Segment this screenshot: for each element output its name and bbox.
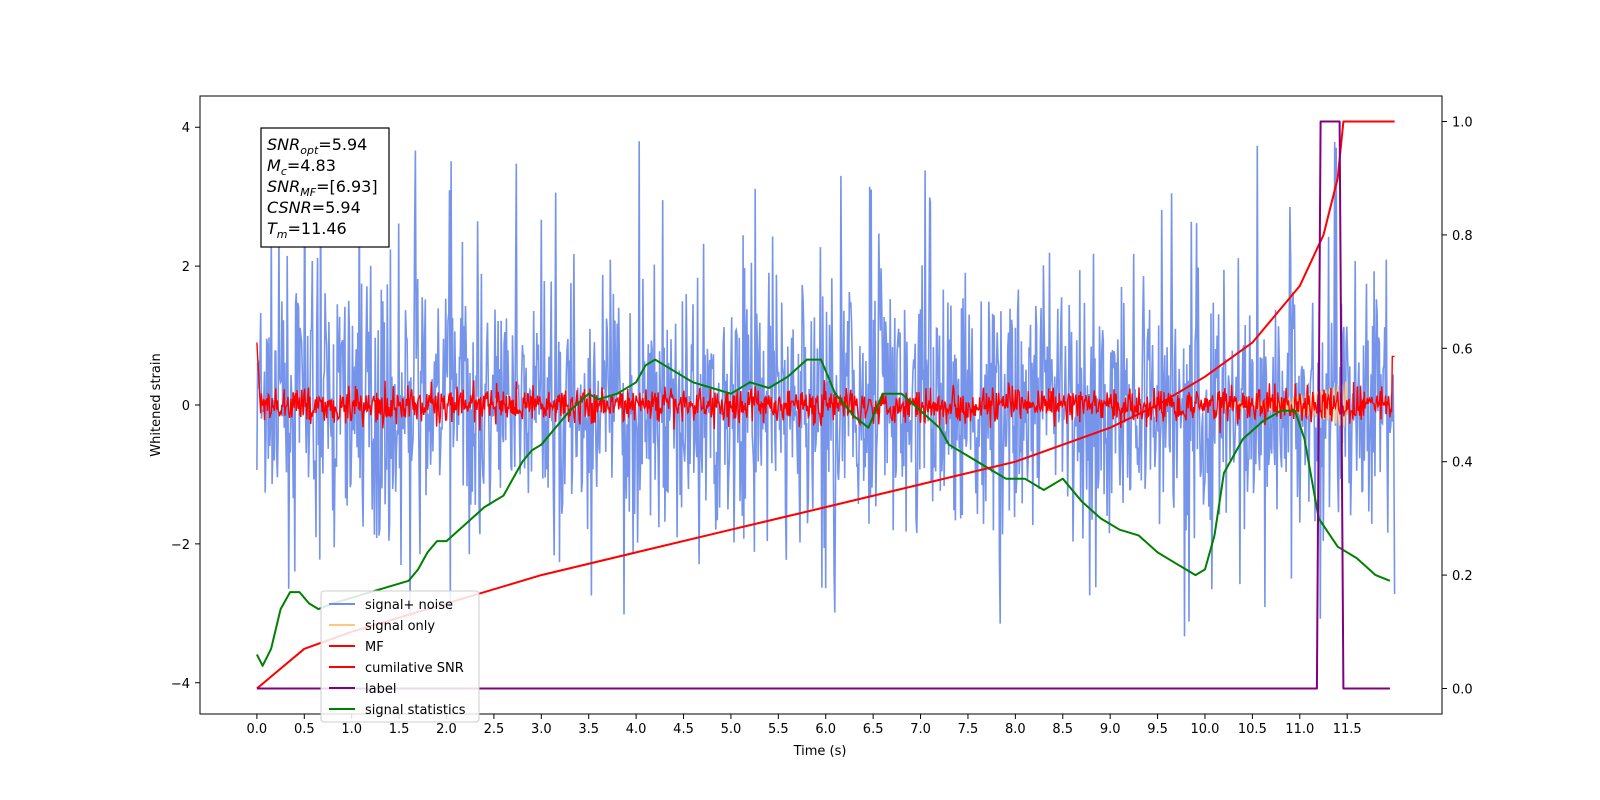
- x-tick-label: 1.5: [389, 722, 410, 737]
- axes-layer: 0.0 0.5 1.0 1.5 2.0 2.5 3.0 3.5 4.0 4.5 5.0 5.5 6.0 6…: [171, 116, 1473, 737]
- x-tick-label: 7.5: [958, 722, 979, 737]
- y2-tick-label: 1.0: [1452, 116, 1473, 131]
- x-tick-label: 5.5: [768, 722, 789, 737]
- series-signal-noise: [256, 141, 1396, 637]
- x-tick-label: 11.0: [1285, 722, 1314, 737]
- legend-label: signal statistics: [365, 703, 466, 718]
- x-tick-label: 3.0: [531, 722, 552, 737]
- y-tick-label: 2: [182, 260, 190, 275]
- y-tick-label: 0: [182, 399, 190, 414]
- y2-tick-label: 0.6: [1452, 342, 1473, 357]
- y-tick-label: −4: [171, 677, 190, 692]
- x-tick-label: 0.5: [294, 722, 315, 737]
- x-tick-label: 3.5: [578, 722, 599, 737]
- legend-label: label: [365, 682, 396, 697]
- y2-tick-label: 0.0: [1452, 682, 1473, 697]
- x-tick-label: 9.0: [1100, 722, 1121, 737]
- x-tick-label: 2.0: [436, 722, 457, 737]
- x-axis-label: Time (s): [793, 744, 847, 759]
- x-tick-label: 1.0: [341, 722, 362, 737]
- info-line: CSNR=5.94: [267, 198, 361, 217]
- x-tick-label: 6.0: [815, 722, 836, 737]
- x-tick-label: 4.0: [626, 722, 647, 737]
- info-box-frame: [260, 127, 390, 248]
- x-tick-label: 2.5: [484, 722, 505, 737]
- y2-tick-label: 0.2: [1452, 569, 1473, 584]
- x-tick-label: 10.0: [1191, 722, 1220, 737]
- legend-label: signal+ noise: [365, 598, 453, 613]
- info-line: SNRMF=[6.93]: [267, 177, 378, 199]
- x-tick-label: 5.0: [721, 722, 742, 737]
- legend-label: cumilative SNR: [365, 661, 464, 676]
- y-tick-label: −2: [171, 538, 190, 553]
- x-tick-label: 6.5: [863, 722, 884, 737]
- y2-tick-label: 0.8: [1452, 229, 1473, 244]
- x-tick-label: 8.5: [1052, 722, 1073, 737]
- series-mf: [256, 342, 1395, 434]
- y-axis-label: Whitened strain: [149, 353, 164, 456]
- y2-tick-label: 0.4: [1452, 456, 1473, 471]
- y-tick-label: 4: [182, 121, 190, 136]
- x-tick-label: 7.0: [910, 722, 931, 737]
- x-tick-label: 4.5: [673, 722, 694, 737]
- info-line: Tm=11.46: [267, 219, 347, 241]
- legend: signal+ noise signal only MF cumilative SNR…: [320, 590, 480, 723]
- series-signal-statistics: [256, 358, 1391, 667]
- noise-layer: [256, 141, 1396, 637]
- series-label: [256, 120, 1390, 690]
- legend-label: signal only: [365, 619, 435, 634]
- x-tick-label: 0.0: [247, 722, 268, 737]
- info-line: Mc=4.83: [267, 156, 336, 178]
- info-line: SNRopt=5.94: [267, 135, 367, 157]
- x-tick-label: 9.5: [1147, 722, 1168, 737]
- legend-label: MF: [365, 640, 384, 655]
- x-tick-label: 8.0: [1005, 722, 1026, 737]
- x-tick-label: 11.5: [1333, 722, 1362, 737]
- legend-frame: [320, 590, 480, 723]
- x-tick-label: 10.5: [1238, 722, 1267, 737]
